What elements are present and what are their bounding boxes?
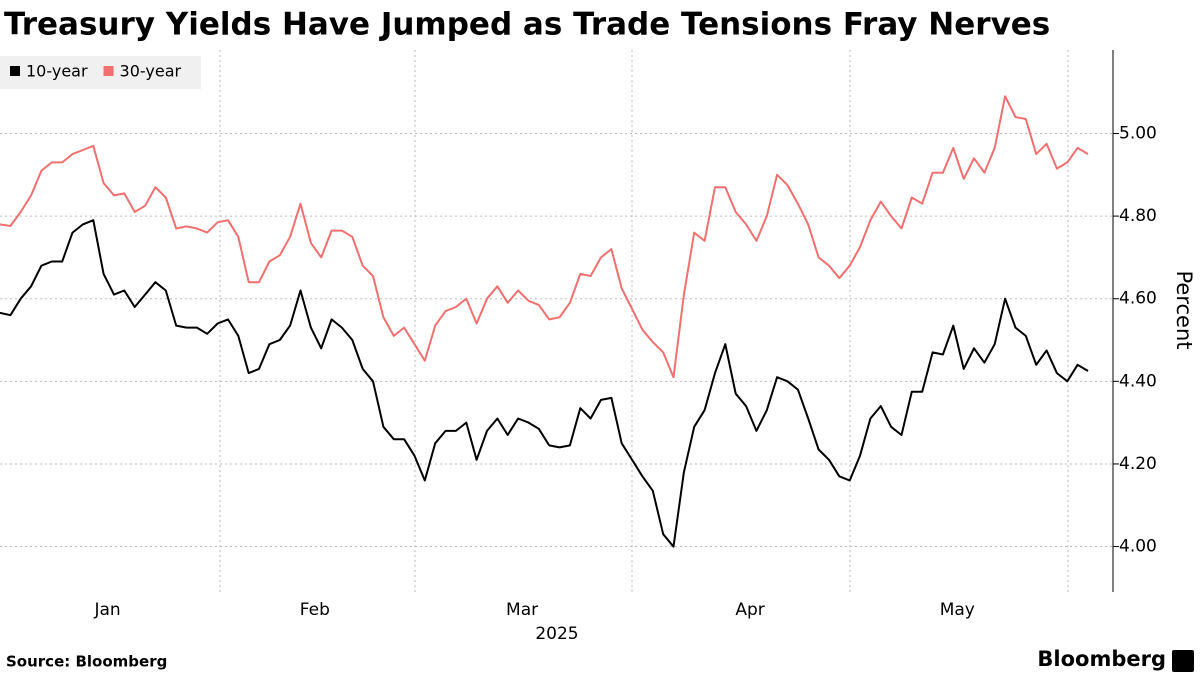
brand: Bloomberg bbox=[1037, 647, 1166, 671]
x-tick-label: Feb bbox=[300, 600, 330, 620]
y-tick-label: 4.00 bbox=[1119, 537, 1157, 557]
x-axis-label: 2025 bbox=[535, 624, 578, 644]
y-tick-label: 5.00 bbox=[1119, 123, 1157, 143]
source: Source: Bloomberg bbox=[6, 653, 167, 671]
y-tick-label: 4.40 bbox=[1119, 371, 1157, 391]
y-tick-label: 4.20 bbox=[1119, 454, 1157, 474]
line-series bbox=[0, 95, 1089, 379]
legend-swatch bbox=[10, 66, 20, 76]
y-axis-label: Percent bbox=[1172, 270, 1196, 349]
legend-swatch bbox=[103, 66, 114, 76]
brand-icon bbox=[1172, 650, 1194, 672]
y-tick-label: 4.80 bbox=[1119, 206, 1157, 226]
legend-label: 30-year bbox=[120, 62, 182, 81]
x-tick-label: Apr bbox=[735, 600, 764, 620]
line-series bbox=[0, 219, 1089, 548]
y-tick-label: 4.60 bbox=[1119, 289, 1157, 309]
chart-title: Treasury Yields Have Jumped as Trade Ten… bbox=[4, 7, 1050, 43]
x-tick-label: Mar bbox=[506, 600, 538, 620]
legend-box bbox=[0, 56, 201, 89]
x-tick-label: May bbox=[940, 600, 975, 620]
legend-label: 10-year bbox=[26, 62, 88, 81]
month-grid bbox=[219, 50, 1069, 592]
x-tick-label: Jan bbox=[94, 600, 121, 620]
